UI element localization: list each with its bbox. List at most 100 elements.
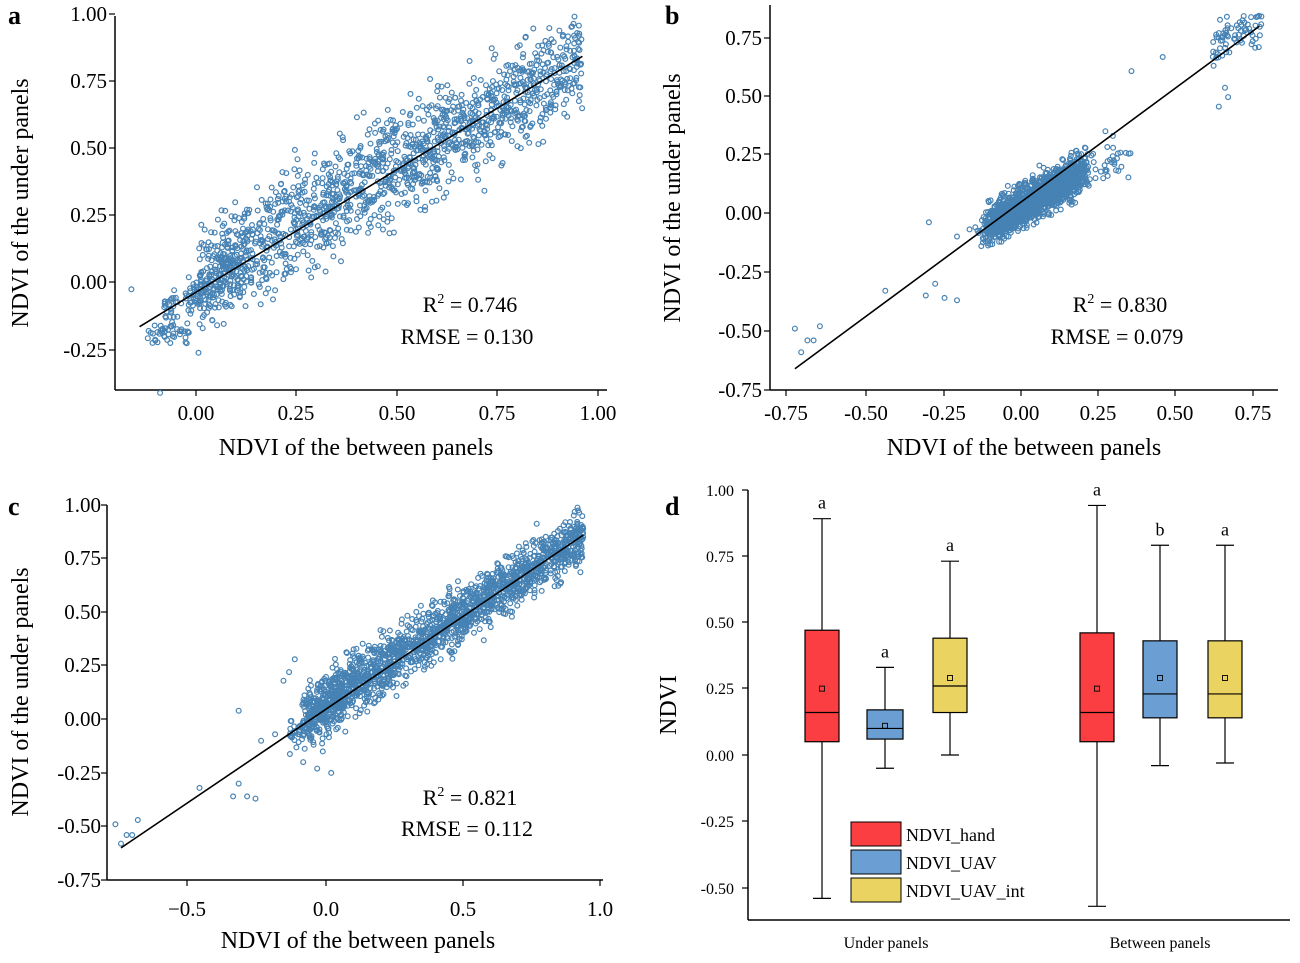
data-point xyxy=(400,110,405,115)
data-point xyxy=(259,198,264,203)
data-point xyxy=(301,249,306,254)
r-squared-value: = 0.830 xyxy=(1094,292,1167,317)
y-axis-label: NDVI of the under panels xyxy=(8,78,34,327)
data-point xyxy=(313,196,318,201)
data-point xyxy=(478,78,483,83)
data-point xyxy=(333,662,338,667)
data-point xyxy=(1058,207,1063,212)
data-point xyxy=(331,244,336,249)
data-point xyxy=(437,186,442,191)
data-point xyxy=(394,694,399,699)
data-point xyxy=(281,277,286,282)
data-point xyxy=(456,579,461,584)
data-point xyxy=(474,88,479,93)
data-point xyxy=(459,92,464,97)
data-point xyxy=(793,326,798,331)
data-point xyxy=(267,255,272,260)
data-point xyxy=(534,521,539,526)
data-point xyxy=(1123,151,1128,156)
data-point xyxy=(577,48,582,53)
data-point xyxy=(552,66,557,71)
y-tick-label: 0.00 xyxy=(725,201,762,225)
data-point xyxy=(365,709,370,714)
data-point xyxy=(381,217,386,222)
data-point xyxy=(1218,46,1223,51)
data-point xyxy=(255,208,260,213)
data-point xyxy=(361,110,366,115)
data-point xyxy=(385,108,390,113)
data-point xyxy=(275,222,280,227)
panel-label: a xyxy=(8,1,21,30)
x-axis-label: NDVI of the between panels xyxy=(221,928,496,954)
data-point xyxy=(1211,63,1216,68)
data-point xyxy=(405,613,410,618)
data-point xyxy=(1225,14,1230,19)
data-point xyxy=(274,270,279,275)
r-squared-label: R2 = 0.830 xyxy=(1073,292,1168,317)
data-point xyxy=(294,267,299,272)
data-point xyxy=(310,259,315,264)
x-tick-label: −0.5 xyxy=(168,897,206,921)
data-point xyxy=(215,323,220,328)
data-point xyxy=(449,170,454,175)
data-point xyxy=(416,116,421,121)
data-point xyxy=(271,297,276,302)
data-point xyxy=(542,101,547,106)
data-point xyxy=(315,264,320,269)
data-point xyxy=(580,106,585,111)
y-tick-label: 0.75 xyxy=(64,546,101,570)
data-point xyxy=(339,259,344,264)
data-point xyxy=(414,105,419,110)
data-point xyxy=(416,132,421,137)
y-tick-label: -0.25 xyxy=(57,761,101,785)
data-point xyxy=(250,223,255,228)
data-point xyxy=(482,188,487,193)
data-point xyxy=(578,570,583,575)
data-point xyxy=(367,127,372,132)
data-point xyxy=(365,132,370,137)
data-point xyxy=(942,296,947,301)
data-point xyxy=(1111,145,1116,150)
x-tick-label: 0.5 xyxy=(450,897,476,921)
data-point xyxy=(200,253,205,258)
data-point xyxy=(353,715,358,720)
data-point xyxy=(1054,208,1059,213)
data-point xyxy=(255,185,260,190)
data-point xyxy=(305,173,310,178)
data-point xyxy=(312,151,317,156)
data-point xyxy=(818,324,823,329)
data-point xyxy=(564,44,569,49)
data-point xyxy=(199,222,204,227)
data-point xyxy=(450,656,455,661)
data-point xyxy=(577,93,582,98)
x-tick-label: 0.0 xyxy=(313,897,339,921)
data-point xyxy=(343,729,348,734)
x-tick-label: 0.25 xyxy=(1080,401,1117,425)
data-point xyxy=(356,225,361,230)
data-point xyxy=(311,186,316,191)
data-point xyxy=(933,281,938,286)
data-point xyxy=(927,220,932,225)
data-point xyxy=(258,302,263,307)
data-point xyxy=(508,601,513,606)
data-point xyxy=(531,26,536,31)
panel-label: c xyxy=(8,492,20,521)
data-point xyxy=(289,227,294,232)
data-point xyxy=(566,34,571,39)
x-tick-label: -0.50 xyxy=(844,401,888,425)
data-point xyxy=(309,683,314,688)
data-point xyxy=(262,222,267,227)
data-point xyxy=(331,254,336,259)
data-point xyxy=(388,628,393,633)
data-point xyxy=(186,275,191,280)
x-tick-label: 0.75 xyxy=(479,401,516,425)
data-point xyxy=(416,96,421,101)
r-squared-exponent: 2 xyxy=(437,292,444,307)
y-tick-label: -0.50 xyxy=(718,319,762,343)
data-point xyxy=(543,39,548,44)
x-tick-label: 1.0 xyxy=(587,897,613,921)
data-point xyxy=(269,260,274,265)
x-tick-label: -0.25 xyxy=(922,401,966,425)
